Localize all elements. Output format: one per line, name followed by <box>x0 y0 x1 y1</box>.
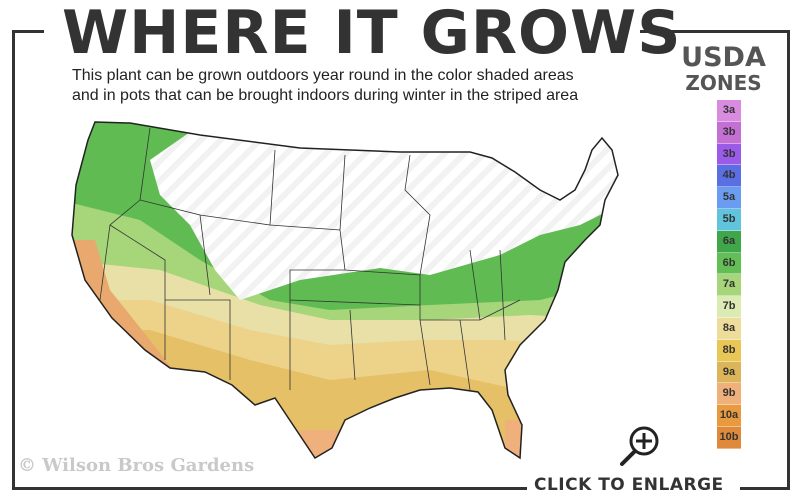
legend-zone-5b: 5b <box>717 208 741 231</box>
frame-top-right <box>640 30 790 33</box>
legend-zone-6a: 6a <box>717 230 741 253</box>
legend-zone-5a: 5a <box>717 187 741 209</box>
zoom-in-magnifier-icon[interactable] <box>610 424 662 468</box>
legend-title-line-1: USDA <box>681 42 766 73</box>
legend-zone-8b: 8b <box>717 339 741 362</box>
legend-zone-7b: 7b <box>717 296 741 318</box>
legend-zone-6b: 6b <box>717 252 741 275</box>
page-title: WHERE IT GROWS <box>62 0 682 68</box>
legend-zone-7a: 7a <box>717 274 741 297</box>
legend-zone-9a: 9a <box>717 361 741 384</box>
subtitle: This plant can be grown outdoors year ro… <box>72 66 632 106</box>
frame-right <box>787 30 790 490</box>
zone-10-south-florida <box>505 420 530 458</box>
watermark: © Wilson Bros Gardens <box>18 455 255 476</box>
us-outline <box>71 121 619 460</box>
subtitle-line-1: This plant can be grown outdoors year ro… <box>72 67 574 84</box>
zone-9b-south-texas <box>300 430 340 458</box>
legend-zone-3a: 3a <box>717 100 741 122</box>
frame-left <box>12 30 15 490</box>
legend-zone-3b: 3b <box>717 121 741 144</box>
legend-zone-10b: 10b <box>717 426 741 449</box>
legend-zone-3b: 3b <box>717 143 741 166</box>
usda-zone-legend: 3a 3b 3b 4b 5a 5b 6a 6b 7a 7b 8a 8b 9a 9b 10a 10b <box>717 100 741 449</box>
legend-zone-10a: 10a <box>717 405 741 427</box>
legend-title: USDA ZONES <box>676 42 771 95</box>
frame-top-left <box>12 30 44 33</box>
legend-zone-8a: 8a <box>717 317 741 340</box>
click-to-enlarge-button[interactable]: CLICK TO ENLARGE <box>534 475 724 495</box>
state-borders <box>99 127 521 391</box>
subtitle-line-2: and in pots that can be brought indoors … <box>72 87 579 104</box>
frame-bottom-left <box>12 487 527 490</box>
legend-zone-4b: 4b <box>717 165 741 188</box>
legend-title-line-2: ZONES <box>685 71 762 95</box>
frame-bottom-right <box>740 487 790 490</box>
striped-area <box>150 125 618 300</box>
legend-zone-9b: 9b <box>717 383 741 406</box>
us-hardiness-map[interactable] <box>60 110 620 470</box>
